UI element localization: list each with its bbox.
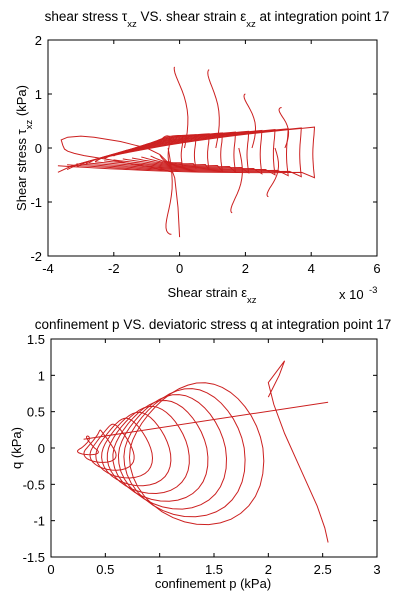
chart-2-series-line bbox=[267, 360, 329, 543]
text-part: (kPa) bbox=[14, 85, 29, 120]
chart-1-x-tick-label: 6 bbox=[373, 261, 380, 276]
chart-2-x-tick-label: 2 bbox=[265, 562, 272, 577]
chart-1-x-tick-label: -2 bbox=[108, 261, 120, 276]
chart-2-x-axis-label: confinement p (kPa) bbox=[155, 576, 271, 591]
chart-2-loop bbox=[128, 382, 265, 526]
chart-2-series-group bbox=[267, 360, 329, 543]
chart-2-x-tick-label: 0.5 bbox=[96, 562, 114, 577]
chart-2-loop bbox=[112, 399, 209, 502]
chart-2-trend-line bbox=[83, 401, 329, 440]
chart-1-y-axis-label: Shear stress τxz (kPa) bbox=[14, 85, 35, 211]
chart-1-loop bbox=[141, 134, 197, 170]
chart-2-x-tick-label: 1 bbox=[156, 562, 163, 577]
chart-1-loop bbox=[150, 134, 184, 169]
text-part: confinement p VS. deviatoric stress q at… bbox=[35, 317, 391, 332]
chart-2-stress-path-curves bbox=[76, 382, 329, 526]
text-part: xz bbox=[24, 119, 35, 129]
chart-1-loop bbox=[85, 129, 276, 176]
chart-1-y-tick-label: -1 bbox=[30, 195, 42, 210]
chart-2-loop bbox=[106, 405, 190, 495]
chart-1-x-exponent: x 10 -3 bbox=[339, 285, 377, 302]
chart-2-loop bbox=[83, 429, 117, 463]
chart-1-x-axis-label: Shear strain εxz bbox=[168, 285, 257, 306]
chart-1-loop bbox=[159, 135, 171, 168]
chart-1-x-tick-label: 2 bbox=[242, 261, 249, 276]
text-part: xz bbox=[127, 19, 137, 30]
chart-2-y-tick-label: 1.5 bbox=[27, 332, 45, 347]
chart-1-y-tick-label: 0 bbox=[35, 141, 42, 156]
text-part: shear stress bbox=[45, 9, 122, 24]
chart-1-x-tick-label: -4 bbox=[42, 261, 54, 276]
chart-1-y-ticks: -2 -1 0 1 2 bbox=[30, 33, 377, 264]
chart-1-x-exponent-power: -3 bbox=[369, 285, 377, 296]
chart-2-loop bbox=[123, 388, 246, 518]
chart-1-spike-loop bbox=[266, 147, 280, 198]
text-part: xz bbox=[246, 19, 256, 30]
chart-1-loop bbox=[103, 130, 250, 174]
chart-1-plot bbox=[47, 39, 378, 257]
chart-2-loop bbox=[95, 417, 154, 479]
chart-1-series-group bbox=[60, 135, 181, 238]
text-part: at integration point 17 bbox=[256, 9, 390, 24]
chart-2-loop bbox=[101, 411, 172, 487]
chart-1-spike-loop bbox=[173, 66, 189, 149]
chart-1-y-tick-label: 1 bbox=[35, 87, 42, 102]
chart-1-y-tick-label: 2 bbox=[35, 33, 42, 48]
chart-2-y-tick-label: 1 bbox=[38, 368, 45, 383]
chart-1-loop bbox=[131, 133, 210, 171]
text-part: ε bbox=[241, 285, 247, 300]
chart-1-y-tick-label: -2 bbox=[30, 249, 42, 264]
chart-2-x-tick-label: 0 bbox=[47, 562, 54, 577]
text-part: Shear strain bbox=[168, 285, 242, 300]
chart-2: confinement p VS. deviatoric stress q at… bbox=[9, 317, 391, 591]
chart-1-spike-loop bbox=[243, 93, 257, 149]
chart-1-x-exponent-base: x 10 bbox=[339, 287, 364, 302]
chart-2-title: confinement p VS. deviatoric stress q at… bbox=[35, 317, 391, 332]
chart-1-loop bbox=[113, 131, 237, 174]
text-part: τ bbox=[14, 128, 29, 134]
chart-1-spike-loop bbox=[278, 107, 290, 149]
chart-2-loop bbox=[117, 394, 228, 510]
chart-2-y-ticks: -1.5 -1 -0.5 0 0.5 1 1.5 bbox=[23, 332, 377, 565]
text-part: VS. shear strain bbox=[137, 9, 241, 24]
chart-1-x-tick-label: 0 bbox=[176, 261, 183, 276]
chart-1-series-line bbox=[60, 135, 181, 238]
chart-2-y-tick-label: -0.5 bbox=[23, 477, 45, 492]
text-part: confinement p (kPa) bbox=[155, 576, 271, 591]
chart-2-x-ticks: 0 0.5 1 1.5 2 2.5 3 bbox=[47, 339, 381, 577]
chart-2-y-axis-label: q (kPa) bbox=[9, 427, 24, 469]
chart-2-x-tick-label: 1.5 bbox=[205, 562, 223, 577]
chart-1-loop bbox=[94, 129, 263, 175]
chart-2-y-tick-label: -1 bbox=[33, 514, 45, 529]
text-part: Shear stress bbox=[14, 134, 29, 211]
text-part: xz bbox=[247, 295, 257, 306]
chart-2-x-tick-label: 2.5 bbox=[314, 562, 332, 577]
chart-1: shear stress τxz VS. shear strain εxz at… bbox=[14, 9, 389, 306]
text-part: τ bbox=[122, 9, 128, 24]
text-part: q (kPa) bbox=[9, 427, 24, 469]
chart-2-loop bbox=[89, 423, 135, 471]
chart-1-loop bbox=[76, 128, 289, 177]
chart-1-loop bbox=[122, 132, 224, 173]
chart-1-spike-loop bbox=[230, 147, 243, 214]
chart-1-x-tick-label: 4 bbox=[308, 261, 315, 276]
chart-2-y-tick-label: 0 bbox=[38, 441, 45, 456]
chart-1-hysteresis-curves bbox=[57, 66, 316, 235]
chart-1-title: shear stress τxz VS. shear strain εxz at… bbox=[45, 9, 390, 30]
chart-2-y-tick-label: -1.5 bbox=[23, 550, 45, 565]
chart-2-x-tick-label: 3 bbox=[373, 562, 380, 577]
text-part: ε bbox=[240, 9, 246, 24]
chart-2-y-tick-label: 0.5 bbox=[27, 405, 45, 420]
chart-1-x-ticks: -4 -2 0 2 4 6 bbox=[42, 40, 381, 276]
chart-1-spike-loop bbox=[207, 69, 220, 149]
chart-1-loop bbox=[57, 126, 316, 179]
